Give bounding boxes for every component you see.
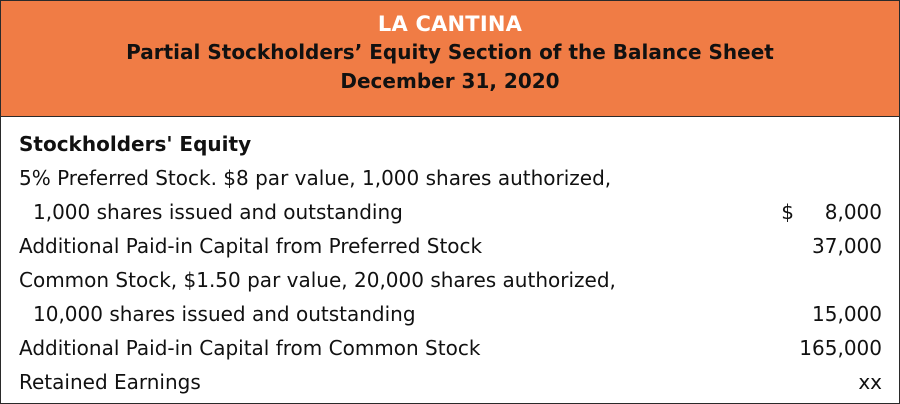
line-item-label: 5% Preferred Stock. $8 par value, 1,000 …	[19, 166, 612, 190]
line-item-amount: 37,000	[812, 234, 882, 258]
statement-body: Stockholders' Equity 5% Preferred Stock.…	[1, 117, 899, 399]
line-item-apic-preferred: Additional Paid-in Capital from Preferre…	[19, 229, 882, 263]
line-item-preferred-shares: 1,000 shares issued and outstanding $ 8,…	[19, 195, 882, 229]
line-item-amount: 165,000	[799, 336, 882, 360]
line-item-label: 1,000 shares issued and outstanding	[33, 200, 403, 224]
line-item-amount: 15,000	[812, 302, 882, 326]
line-item-apic-common: Additional Paid-in Capital from Common S…	[19, 331, 882, 365]
line-item-label: Additional Paid-in Capital from Preferre…	[19, 234, 483, 258]
line-item-preferred-stock: 5% Preferred Stock. $8 par value, 1,000 …	[19, 161, 882, 195]
line-item-label: Common Stock, $1.50 par value, 20,000 sh…	[19, 268, 616, 292]
statement-header: LA CANTINA Partial Stockholders’ Equity …	[1, 1, 899, 117]
line-item-amount: xx	[858, 370, 882, 394]
currency-symbol: $	[781, 200, 794, 224]
company-name: LA CANTINA	[377, 12, 523, 36]
line-item-common-stock: Common Stock, $1.50 par value, 20,000 sh…	[19, 263, 882, 297]
line-item-common-shares: 10,000 shares issued and outstanding 15,…	[19, 297, 882, 331]
line-item-retained-earnings: Retained Earnings xx	[19, 365, 882, 399]
statement-title: Partial Stockholders’ Equity Section of …	[126, 40, 774, 64]
line-item-label: Additional Paid-in Capital from Common S…	[19, 336, 481, 360]
line-item-label: 10,000 shares issued and outstanding	[33, 302, 416, 326]
statement-date: December 31, 2020	[340, 69, 560, 93]
line-item-amount: 8,000	[824, 200, 882, 224]
section-title: Stockholders' Equity	[19, 132, 252, 156]
line-item-label: Retained Earnings	[19, 370, 201, 394]
